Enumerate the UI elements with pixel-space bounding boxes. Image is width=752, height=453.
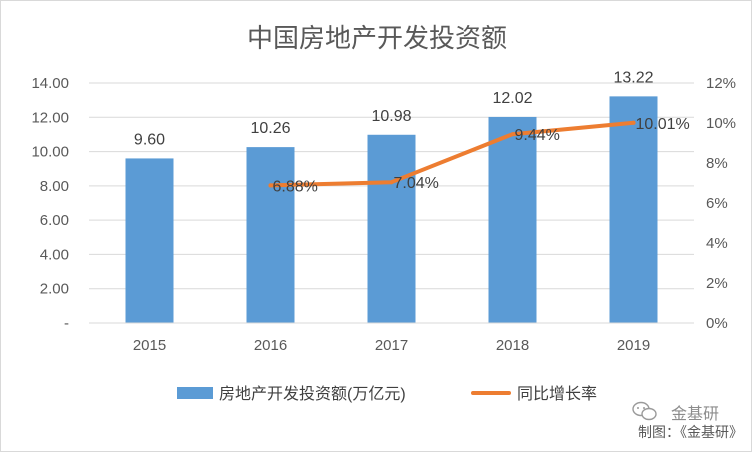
line-value-label: 9.44% <box>515 127 560 144</box>
y-right-tick-label: 12% <box>706 75 736 92</box>
y-right-tick-label: 0% <box>706 315 728 332</box>
line-value-label: 10.01% <box>636 116 690 133</box>
chart-title: 中国房地产开发投资额 <box>247 23 507 53</box>
y-left-tick-label: 2.00 <box>40 281 69 298</box>
line-point <box>389 180 394 185</box>
x-tick-label: 2018 <box>496 337 529 354</box>
bar-series <box>125 96 658 323</box>
bar-value-label: 10.98 <box>371 108 411 125</box>
y-left-tick-label: - <box>64 315 69 332</box>
line-point <box>268 183 273 188</box>
line-point <box>631 120 636 125</box>
bar-value-label: 13.22 <box>613 69 653 86</box>
y-left-tick-label: 10.00 <box>31 144 69 161</box>
y-right-tick-label: 8% <box>706 155 728 172</box>
x-tick-label: 2016 <box>254 337 287 354</box>
line-value-label: 7.04% <box>394 175 439 192</box>
legend: 房地产开发投资额(万亿元) 同比增长率 <box>177 385 597 403</box>
x-axis: 2015 2016 2017 2018 2019 <box>89 322 694 354</box>
y-right-tick-label: 6% <box>706 195 728 212</box>
y-left-tick-label: 6.00 <box>40 212 69 229</box>
y-left-tick-label: 8.00 <box>40 178 69 195</box>
y-right-tick-label: 2% <box>706 275 728 292</box>
legend-label-line: 同比增长率 <box>517 385 597 403</box>
legend-swatch-bar <box>177 387 213 399</box>
data-labels: 9.60 10.26 10.98 12.02 13.22 6.88% 7.04% 9.44% 1… <box>134 69 690 195</box>
bar <box>488 116 537 323</box>
bar <box>367 134 416 323</box>
bar <box>125 158 174 323</box>
line-value-label: 6.88% <box>273 178 318 195</box>
y-right-tick-label: 4% <box>706 235 728 252</box>
x-tick-label: 2017 <box>375 337 408 354</box>
x-tick-label: 2019 <box>617 337 650 354</box>
bar-value-label: 12.02 <box>492 90 532 107</box>
y-axis-right: 0% 2% 4% 6% 8% 10% 12% <box>706 75 736 332</box>
chart-credit: 制图：《金基研》 <box>638 424 743 440</box>
line-point <box>510 132 515 137</box>
y-axis-left: - 2.00 4.00 6.00 8.00 10.00 12.00 14.00 <box>31 75 69 332</box>
bar-value-label: 9.60 <box>134 131 165 148</box>
wechat-icon <box>632 401 657 421</box>
y-left-tick-label: 14.00 <box>31 75 69 92</box>
y-right-tick-label: 10% <box>706 115 736 132</box>
legend-label-bar: 房地产开发投资额(万亿元) <box>219 385 406 403</box>
watermark-text: 金基研 <box>671 405 719 423</box>
bar-value-label: 10.26 <box>250 120 290 137</box>
bar <box>246 147 295 323</box>
bar <box>609 96 658 323</box>
x-tick-label: 2015 <box>133 337 166 354</box>
line-series <box>268 120 636 188</box>
y-left-tick-label: 12.00 <box>31 109 69 126</box>
growth-line <box>268 120 636 188</box>
y-left-tick-label: 4.00 <box>40 246 69 263</box>
